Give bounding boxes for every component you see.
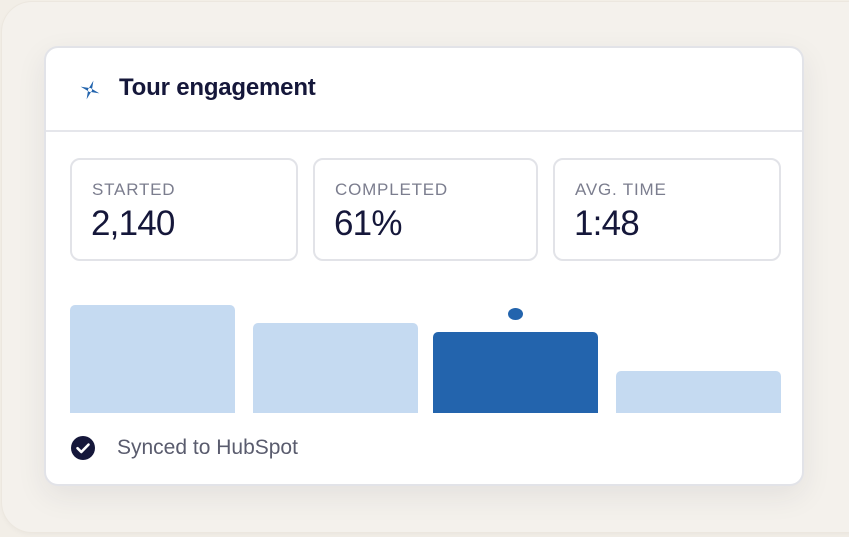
stat-label: COMPLETED — [335, 180, 448, 199]
stat-value: 2,140 — [91, 204, 175, 243]
stat-label: AVG. TIME — [575, 180, 667, 199]
stat-value: 1:48 — [574, 204, 640, 243]
bar-marker-dot — [508, 308, 523, 320]
stat-started: STARTED 2,140 — [70, 158, 298, 261]
chart-bar — [70, 305, 235, 413]
sparkle-icon — [80, 80, 100, 100]
sync-status-text: Synced to HubSpot — [117, 436, 298, 459]
stat-value: 61% — [334, 204, 402, 243]
chart-bar — [253, 323, 418, 413]
engagement-bar-chart — [70, 288, 782, 413]
tour-engagement-card: Tour engagement STARTED 2,140 COMPLETED … — [44, 46, 804, 486]
stat-label: STARTED — [92, 180, 176, 199]
card-title: Tour engagement — [119, 74, 316, 101]
stat-completed: COMPLETED 61% — [313, 158, 538, 261]
stat-avg-time: AVG. TIME 1:48 — [553, 158, 781, 261]
chart-bar — [616, 371, 781, 413]
check-circle-icon — [71, 436, 95, 460]
card-header: Tour engagement — [46, 48, 802, 132]
chart-bar-highlighted — [433, 332, 598, 413]
